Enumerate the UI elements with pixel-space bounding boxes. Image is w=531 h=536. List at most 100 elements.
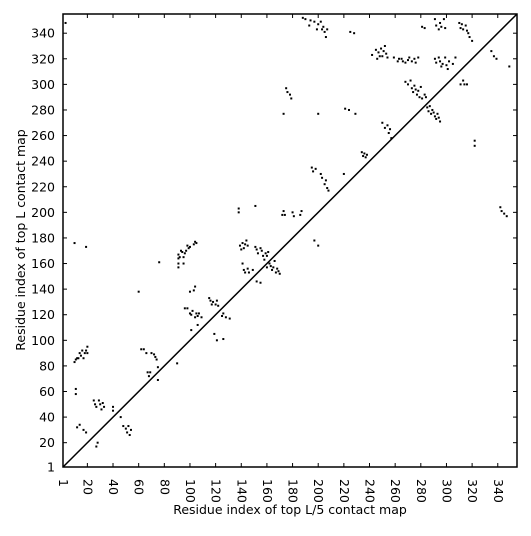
data-point xyxy=(460,23,463,26)
data-point xyxy=(241,262,244,265)
y-tick-label: 80 xyxy=(39,358,55,373)
data-point xyxy=(195,312,198,315)
data-point xyxy=(96,441,99,444)
data-point xyxy=(94,403,97,406)
data-point xyxy=(473,139,476,142)
data-point xyxy=(404,80,407,83)
data-point xyxy=(313,20,316,23)
data-point xyxy=(85,431,88,434)
x-tick-label: 80 xyxy=(157,479,172,495)
data-point xyxy=(95,405,98,408)
data-point xyxy=(274,271,277,274)
data-point xyxy=(254,204,257,207)
data-point xyxy=(191,309,194,312)
data-point xyxy=(495,57,498,60)
data-point xyxy=(137,290,140,293)
data-point xyxy=(492,55,495,58)
data-point xyxy=(383,126,386,129)
data-point xyxy=(310,166,313,169)
data-point xyxy=(181,251,184,254)
data-point xyxy=(313,239,316,242)
data-point xyxy=(371,53,374,56)
data-point xyxy=(424,96,427,99)
data-point xyxy=(278,272,281,275)
data-point xyxy=(92,399,95,402)
data-point xyxy=(410,87,413,90)
data-point xyxy=(381,121,384,124)
y-tick-label: 200 xyxy=(31,205,55,220)
data-point xyxy=(74,358,77,361)
data-point xyxy=(381,55,384,58)
data-point xyxy=(385,52,388,55)
x-tick-label: 120 xyxy=(209,479,224,503)
x-tick-label: 20 xyxy=(80,479,95,495)
data-point xyxy=(436,112,439,115)
data-point xyxy=(321,28,324,31)
y-axis: 1204060801001201401601802002202402602803… xyxy=(31,26,517,475)
data-point xyxy=(499,206,502,209)
data-point xyxy=(444,56,447,59)
data-point xyxy=(150,352,153,355)
data-point xyxy=(77,357,80,360)
data-point xyxy=(217,304,220,307)
data-point xyxy=(319,20,322,23)
data-point xyxy=(247,271,250,274)
data-point xyxy=(413,84,416,87)
data-point xyxy=(382,50,385,53)
data-point xyxy=(459,83,462,86)
data-point xyxy=(99,403,102,406)
data-point xyxy=(64,21,67,24)
data-point xyxy=(271,268,274,271)
data-point xyxy=(428,105,431,108)
data-point xyxy=(321,176,324,179)
x-tick-label: 300 xyxy=(439,479,454,503)
y-tick-label: 260 xyxy=(31,128,55,143)
data-point xyxy=(100,408,103,411)
data-point xyxy=(317,23,320,26)
data-point xyxy=(185,249,188,252)
data-point xyxy=(299,213,302,216)
data-point xyxy=(398,57,401,60)
data-point xyxy=(82,428,85,431)
data-point xyxy=(177,262,180,265)
data-point xyxy=(326,28,329,31)
data-point xyxy=(194,316,197,319)
x-tick-label: 280 xyxy=(414,479,429,503)
data-point xyxy=(86,345,89,348)
data-point xyxy=(353,32,356,35)
data-point xyxy=(440,25,443,28)
data-point xyxy=(363,152,366,155)
data-point xyxy=(439,21,442,24)
x-tick-label: 200 xyxy=(311,479,326,503)
y-tick-label: 280 xyxy=(31,102,55,117)
data-point xyxy=(267,251,270,254)
data-point xyxy=(396,60,399,63)
data-point xyxy=(269,265,272,268)
data-point xyxy=(85,245,88,248)
data-point xyxy=(95,445,98,448)
data-point xyxy=(264,252,267,255)
y-axis-title: Residue index of top L contact map xyxy=(13,129,28,350)
data-point xyxy=(242,247,245,250)
x-tick-label: 240 xyxy=(363,479,378,503)
data-point xyxy=(197,312,200,315)
data-point xyxy=(459,27,462,30)
data-point xyxy=(324,36,327,39)
data-point xyxy=(190,329,193,332)
data-point xyxy=(389,128,392,131)
data-point xyxy=(186,307,189,310)
data-point xyxy=(410,60,413,63)
data-point xyxy=(440,65,443,68)
data-point xyxy=(241,242,244,245)
data-point xyxy=(291,211,294,214)
data-point xyxy=(155,358,158,361)
data-point xyxy=(432,111,435,114)
data-point xyxy=(177,266,180,269)
data-point xyxy=(458,21,461,24)
y-tick-label: 60 xyxy=(39,384,55,399)
data-point xyxy=(354,112,357,115)
data-point xyxy=(273,259,276,262)
data-point xyxy=(364,156,367,159)
data-point xyxy=(437,28,440,31)
